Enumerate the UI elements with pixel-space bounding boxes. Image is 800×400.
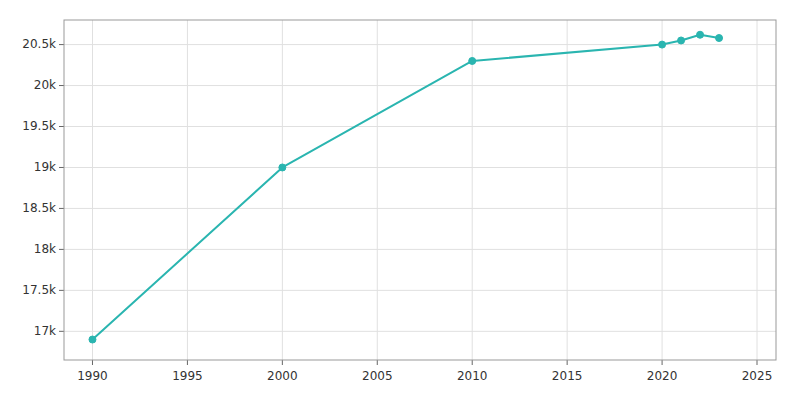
y-grid-line bbox=[64, 167, 776, 168]
grid bbox=[64, 20, 776, 360]
y-tick bbox=[59, 44, 64, 45]
y-tick-label: 20k bbox=[34, 78, 56, 92]
x-tick bbox=[187, 360, 188, 365]
x-tick-label: 2005 bbox=[362, 369, 393, 383]
y-grid-line bbox=[64, 331, 776, 332]
x-grid-line bbox=[377, 20, 378, 360]
point bbox=[678, 37, 685, 44]
point bbox=[659, 41, 666, 48]
y-tick bbox=[59, 167, 64, 168]
y-tick bbox=[59, 290, 64, 291]
y-grid-line bbox=[64, 249, 776, 250]
x-tick-label: 1990 bbox=[77, 369, 108, 383]
point bbox=[716, 35, 723, 42]
point bbox=[697, 31, 704, 38]
y-tick-label: 19.5k bbox=[22, 119, 56, 133]
line bbox=[92, 35, 719, 340]
x-grid-line bbox=[567, 20, 568, 360]
x-tick bbox=[472, 360, 473, 365]
chart: 17k 17.5k 18k 18.5k 19k 19.5k 20k 20.5k 1990 1995… bbox=[0, 0, 800, 400]
x-tick bbox=[377, 360, 378, 365]
plot-area bbox=[89, 31, 723, 343]
y-grid-line bbox=[64, 126, 776, 127]
y-tick-label: 18k bbox=[34, 242, 56, 256]
x-grid-line bbox=[472, 20, 473, 360]
y-grid-line bbox=[64, 208, 776, 209]
y-tick bbox=[59, 331, 64, 332]
point bbox=[89, 336, 96, 343]
y-tick-label: 18.5k bbox=[22, 201, 56, 215]
plot-frame bbox=[64, 20, 776, 360]
point bbox=[279, 164, 286, 171]
y-tick-label: 19k bbox=[34, 160, 56, 174]
y-tick-label: 17k bbox=[34, 324, 56, 338]
y-grid-line bbox=[64, 44, 776, 45]
x-tick-label: 2020 bbox=[647, 369, 678, 383]
x-tick bbox=[757, 360, 758, 365]
y-tick-label: 20.5k bbox=[22, 37, 56, 51]
y-tick bbox=[59, 208, 64, 209]
x-grid-line bbox=[187, 20, 188, 360]
y-grid-line bbox=[64, 85, 776, 86]
x-tick bbox=[282, 360, 283, 365]
x-tick-label: 2000 bbox=[267, 369, 298, 383]
point bbox=[469, 57, 476, 64]
chart-container: 17k 17.5k 18k 18.5k 19k 19.5k 20k 20.5k 1990 1995… bbox=[0, 0, 800, 400]
y-tick bbox=[59, 85, 64, 86]
x-tick bbox=[92, 360, 93, 365]
y-grid-line bbox=[64, 290, 776, 291]
x-grid-line bbox=[282, 20, 283, 360]
x-tick-label: 2010 bbox=[457, 369, 488, 383]
x-grid-line bbox=[757, 20, 758, 360]
x-grid-line bbox=[92, 20, 93, 360]
x-tick-label: 2025 bbox=[742, 369, 773, 383]
x-grid-line bbox=[662, 20, 663, 360]
x-tick-label: 1995 bbox=[172, 369, 203, 383]
axes: 17k 17.5k 18k 18.5k 19k 19.5k 20k 20.5k 1990 1995… bbox=[22, 20, 776, 383]
y-tick bbox=[59, 249, 64, 250]
x-tick bbox=[567, 360, 568, 365]
y-tick-label: 17.5k bbox=[22, 283, 56, 297]
y-tick bbox=[59, 126, 64, 127]
x-tick bbox=[662, 360, 663, 365]
x-tick-label: 2015 bbox=[552, 369, 583, 383]
